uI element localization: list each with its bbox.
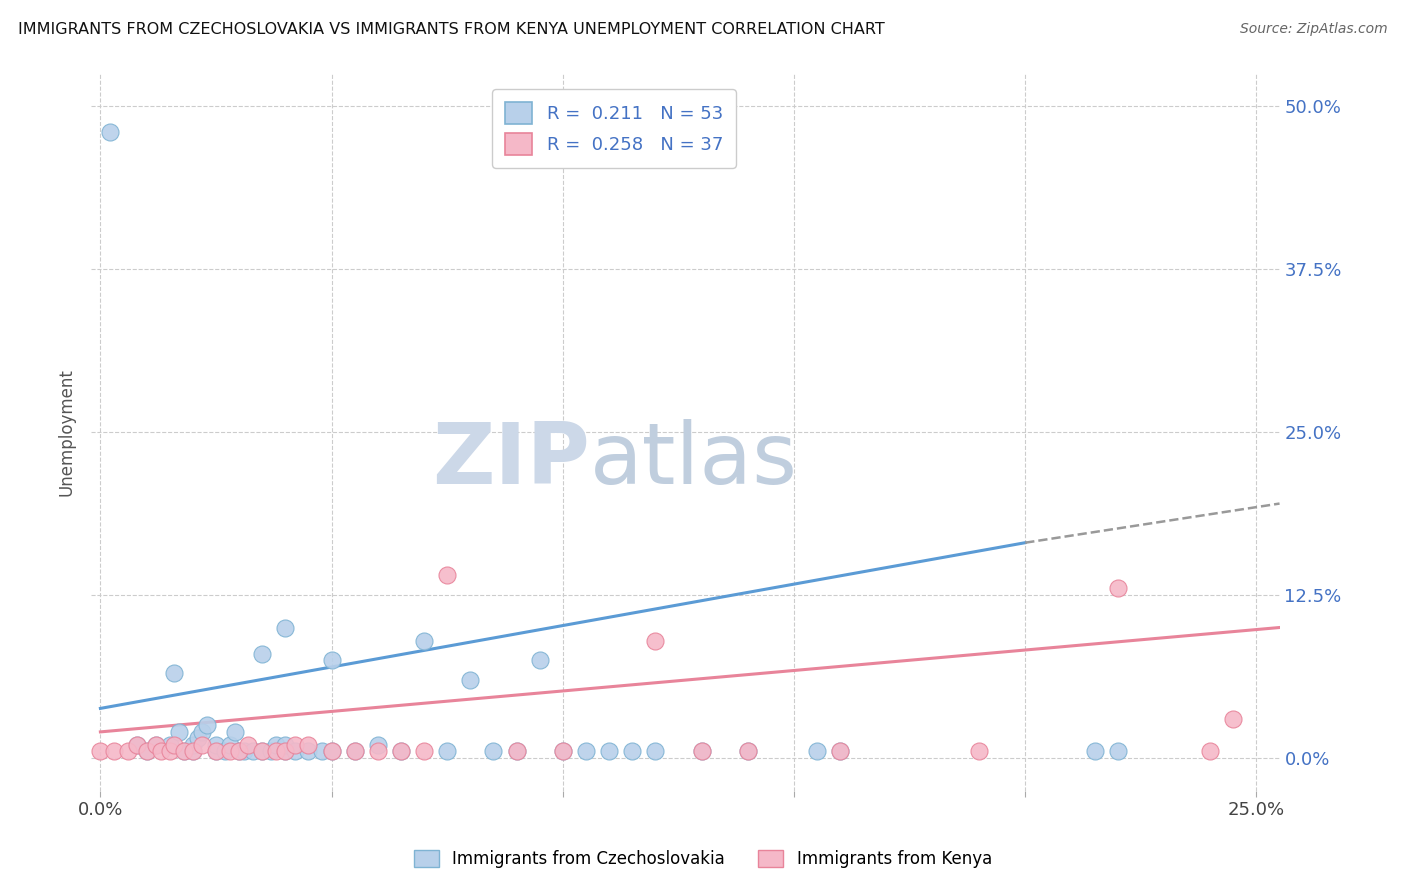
Point xyxy=(598,744,620,758)
Point xyxy=(274,744,297,758)
Point xyxy=(218,738,240,752)
Point xyxy=(274,744,297,758)
Point xyxy=(343,744,366,758)
Point xyxy=(367,744,389,758)
Point xyxy=(274,620,297,634)
Point xyxy=(173,744,195,758)
Point xyxy=(284,744,307,758)
Point xyxy=(830,744,852,758)
Point xyxy=(205,744,228,758)
Point xyxy=(644,633,666,648)
Point xyxy=(252,744,274,758)
Point xyxy=(321,744,343,758)
Point xyxy=(228,744,250,758)
Point xyxy=(482,744,505,758)
Point xyxy=(264,744,287,758)
Point xyxy=(460,673,482,687)
Point xyxy=(436,744,458,758)
Legend: Immigrants from Czechoslovakia, Immigrants from Kenya: Immigrants from Czechoslovakia, Immigran… xyxy=(408,843,998,875)
Point xyxy=(252,744,274,758)
Point xyxy=(135,744,157,758)
Point xyxy=(181,744,204,758)
Point xyxy=(214,744,236,758)
Point xyxy=(644,744,666,758)
Point xyxy=(806,744,828,758)
Point xyxy=(159,738,181,752)
Point xyxy=(389,744,412,758)
Point xyxy=(321,744,343,758)
Point xyxy=(297,744,319,758)
Point xyxy=(413,744,436,758)
Point xyxy=(389,744,412,758)
Point xyxy=(274,738,297,752)
Point xyxy=(205,738,228,752)
Point xyxy=(1107,582,1129,596)
Point xyxy=(127,738,149,752)
Point xyxy=(127,738,149,752)
Point xyxy=(284,738,307,752)
Point xyxy=(224,725,246,739)
Point xyxy=(173,744,195,758)
Point xyxy=(89,744,111,758)
Point xyxy=(297,738,319,752)
Point xyxy=(232,744,254,758)
Point xyxy=(159,744,181,758)
Point xyxy=(575,744,598,758)
Point xyxy=(117,744,139,758)
Point xyxy=(311,744,333,758)
Point xyxy=(145,738,167,752)
Point xyxy=(205,744,228,758)
Point xyxy=(163,666,186,681)
Point xyxy=(98,125,121,139)
Point xyxy=(181,738,204,752)
Point xyxy=(551,744,574,758)
Point xyxy=(195,718,218,732)
Point xyxy=(737,744,759,758)
Point xyxy=(252,647,274,661)
Point xyxy=(149,744,172,758)
Point xyxy=(145,738,167,752)
Point xyxy=(690,744,713,758)
Point xyxy=(163,738,186,752)
Point xyxy=(967,744,990,758)
Point xyxy=(264,738,287,752)
Point xyxy=(135,744,157,758)
Y-axis label: Unemployment: Unemployment xyxy=(58,368,75,496)
Point xyxy=(413,633,436,648)
Text: atlas: atlas xyxy=(591,419,799,502)
Point xyxy=(505,744,527,758)
Text: IMMIGRANTS FROM CZECHOSLOVAKIA VS IMMIGRANTS FROM KENYA UNEMPLOYMENT CORRELATION: IMMIGRANTS FROM CZECHOSLOVAKIA VS IMMIGR… xyxy=(18,22,884,37)
Point xyxy=(367,738,389,752)
Point xyxy=(551,744,574,758)
Point xyxy=(1222,712,1244,726)
Point xyxy=(436,568,458,582)
Legend: R =  0.211   N = 53, R =  0.258   N = 37: R = 0.211 N = 53, R = 0.258 N = 37 xyxy=(492,89,735,168)
Point xyxy=(529,653,551,667)
Point xyxy=(1199,744,1222,758)
Point xyxy=(181,744,204,758)
Point xyxy=(218,744,240,758)
Point xyxy=(238,738,260,752)
Point xyxy=(343,744,366,758)
Point xyxy=(1107,744,1129,758)
Text: ZIP: ZIP xyxy=(433,419,591,502)
Point xyxy=(621,744,644,758)
Point xyxy=(1084,744,1107,758)
Point xyxy=(830,744,852,758)
Point xyxy=(186,731,208,746)
Point xyxy=(167,725,190,739)
Point xyxy=(103,744,125,758)
Point xyxy=(690,744,713,758)
Point xyxy=(228,744,250,758)
Point xyxy=(505,744,527,758)
Point xyxy=(191,725,214,739)
Point xyxy=(242,744,264,758)
Point xyxy=(191,738,214,752)
Point xyxy=(321,653,343,667)
Point xyxy=(737,744,759,758)
Text: Source: ZipAtlas.com: Source: ZipAtlas.com xyxy=(1240,22,1388,37)
Point xyxy=(260,744,283,758)
